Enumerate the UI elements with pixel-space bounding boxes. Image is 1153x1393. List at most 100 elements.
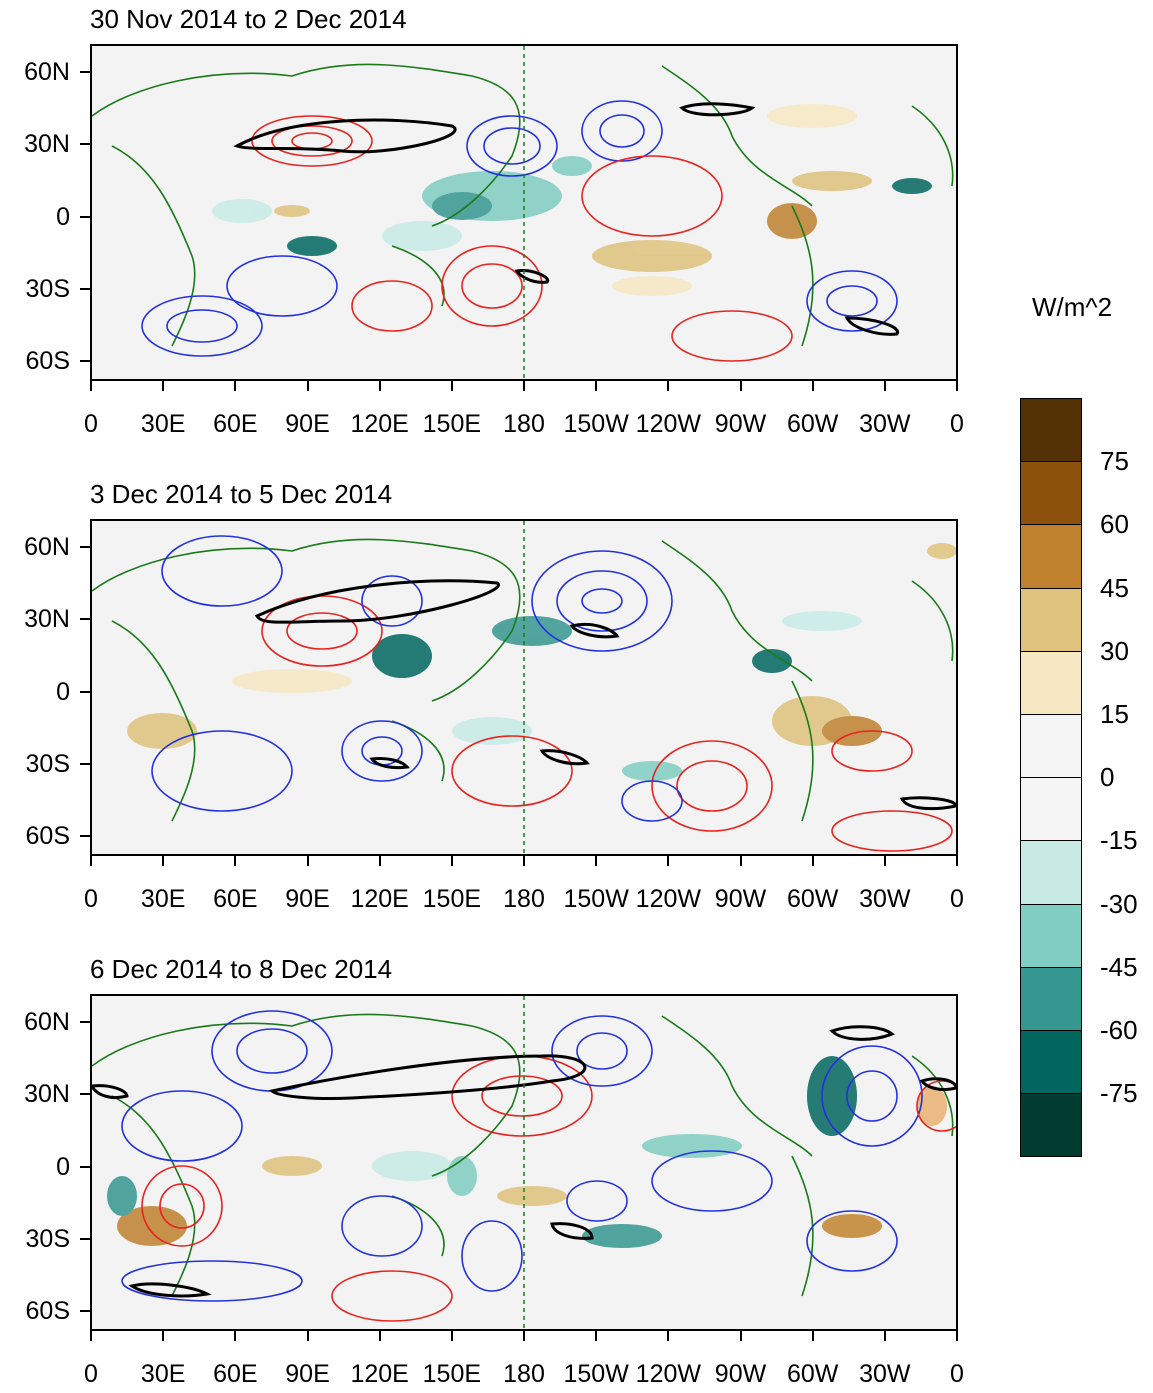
colorbar-swatch	[1020, 966, 1082, 1031]
panel-title: 3 Dec 2014 to 5 Dec 2014	[90, 479, 393, 509]
colorbar-label: 15	[1100, 699, 1129, 729]
colorbar-label: -45	[1100, 951, 1138, 982]
lat-tick	[80, 834, 90, 837]
lon-tick	[956, 1331, 958, 1341]
lon-tick	[234, 856, 237, 866]
colorbar-swatch	[1020, 714, 1082, 779]
lon-tick	[450, 1331, 453, 1341]
lon-tick	[883, 381, 886, 391]
map-frame-2	[90, 519, 958, 856]
lon-tick	[956, 381, 958, 391]
colorbar-label: -60	[1100, 1015, 1138, 1045]
lon-tick	[90, 381, 92, 391]
colorbar-swatch	[1020, 1093, 1082, 1158]
lat-tick	[80, 1093, 90, 1096]
lat-tick	[80, 71, 90, 74]
colorbar-label: 0	[1100, 762, 1115, 793]
lon-tick	[162, 381, 165, 391]
colorbar-label: 45	[1100, 572, 1129, 603]
lon-tick	[162, 1331, 165, 1341]
lat-tick-label: 60N	[24, 533, 70, 562]
lon-tick	[883, 856, 886, 866]
lat-tick-label: 30N	[24, 1080, 70, 1109]
colorbar-title: W/m^2	[1032, 292, 1113, 322]
lon-tick-label: 30E	[140, 1360, 186, 1388]
lat-tick-label: 0	[56, 202, 70, 231]
lat-tick-label: 60S	[25, 821, 70, 850]
lon-tick-label: 120W	[635, 885, 701, 913]
lon-tick-label: 90E	[285, 1360, 330, 1388]
lon-tick	[523, 381, 525, 391]
lon-tick	[378, 381, 381, 391]
lon-tick	[90, 1331, 92, 1341]
lon-tick	[595, 1331, 598, 1341]
lon-tick-label: 180	[503, 885, 545, 913]
lon-tick	[378, 1331, 381, 1341]
colorbar-swatch	[1020, 650, 1082, 715]
lon-tick-label: 150W	[563, 410, 629, 438]
lon-tick-label: 30E	[140, 885, 186, 913]
lon-tick	[234, 381, 237, 391]
map-frame-1	[90, 44, 958, 381]
lat-tick	[80, 546, 90, 549]
lon-tick	[162, 856, 165, 866]
lon-tick-label: 0	[84, 1360, 98, 1388]
lon-tick	[595, 856, 598, 866]
lon-tick	[739, 1331, 742, 1341]
lat-tick-label: 30S	[25, 749, 70, 778]
lon-tick	[450, 381, 453, 391]
lat-tick	[80, 618, 90, 621]
lat-tick	[80, 1021, 90, 1024]
lat-tick-label: 0	[56, 1152, 70, 1181]
map-plot-1	[92, 46, 954, 379]
lon-tick	[883, 1331, 886, 1341]
lon-tick	[90, 856, 92, 866]
lon-tick-label: 90E	[285, 885, 330, 913]
lon-tick	[739, 856, 742, 866]
lon-tick-label: 120E	[350, 885, 409, 913]
lon-tick-label: 0	[950, 1360, 964, 1388]
lat-tick-label: 60S	[25, 346, 70, 375]
lat-tick-label: 0	[56, 677, 70, 706]
lon-tick-label: 150E	[422, 1360, 482, 1388]
lat-tick	[80, 215, 90, 218]
map-frame-3	[90, 994, 958, 1331]
lon-tick-label: 150E	[422, 885, 482, 913]
lon-tick-label: 30W	[859, 410, 911, 438]
lon-tick-label: 0	[84, 885, 98, 913]
lat-tick-label: 30N	[24, 130, 70, 159]
lat-tick	[80, 690, 90, 693]
colorbar-swatch	[1020, 903, 1082, 968]
colorbar-swatch	[1020, 587, 1082, 652]
lon-tick-label: 0	[950, 885, 964, 913]
lon-tick	[523, 856, 525, 866]
lon-tick-label: 120W	[635, 410, 701, 438]
panel-title: 30 Nov 2014 to 2 Dec 2014	[90, 4, 407, 34]
lon-tick	[523, 1331, 525, 1341]
colorbar-label: 60	[1100, 509, 1129, 540]
colorbar-swatch	[1020, 1030, 1082, 1095]
colorbar-swatch	[1020, 524, 1082, 589]
lon-tick	[739, 381, 742, 391]
lon-tick-label: 180	[503, 410, 545, 438]
lon-tick-label: 30W	[859, 885, 911, 913]
lat-tick	[80, 1309, 90, 1312]
lon-tick	[667, 381, 670, 391]
lat-tick-label: 30S	[25, 1224, 70, 1253]
lon-tick-label: 90W	[714, 410, 767, 438]
lat-tick	[80, 1237, 90, 1240]
lon-tick-label: 60W	[786, 885, 839, 913]
lon-tick-label: 90W	[714, 885, 767, 913]
lon-tick	[306, 856, 309, 866]
lon-tick	[811, 856, 814, 866]
lat-tick-label: 60S	[25, 1296, 70, 1325]
lon-tick-label: 90W	[714, 1360, 767, 1388]
lat-tick-label: 30N	[24, 605, 70, 634]
lon-tick-label: 30W	[859, 1360, 911, 1388]
colorbar-label: -15	[1100, 825, 1138, 856]
colorbar-swatch	[1020, 777, 1082, 842]
lon-tick-label: 120E	[350, 1360, 409, 1388]
lon-tick-label: 180	[503, 1360, 545, 1388]
lon-tick-label: 90E	[285, 410, 330, 438]
lon-tick-label: 0	[84, 410, 98, 438]
